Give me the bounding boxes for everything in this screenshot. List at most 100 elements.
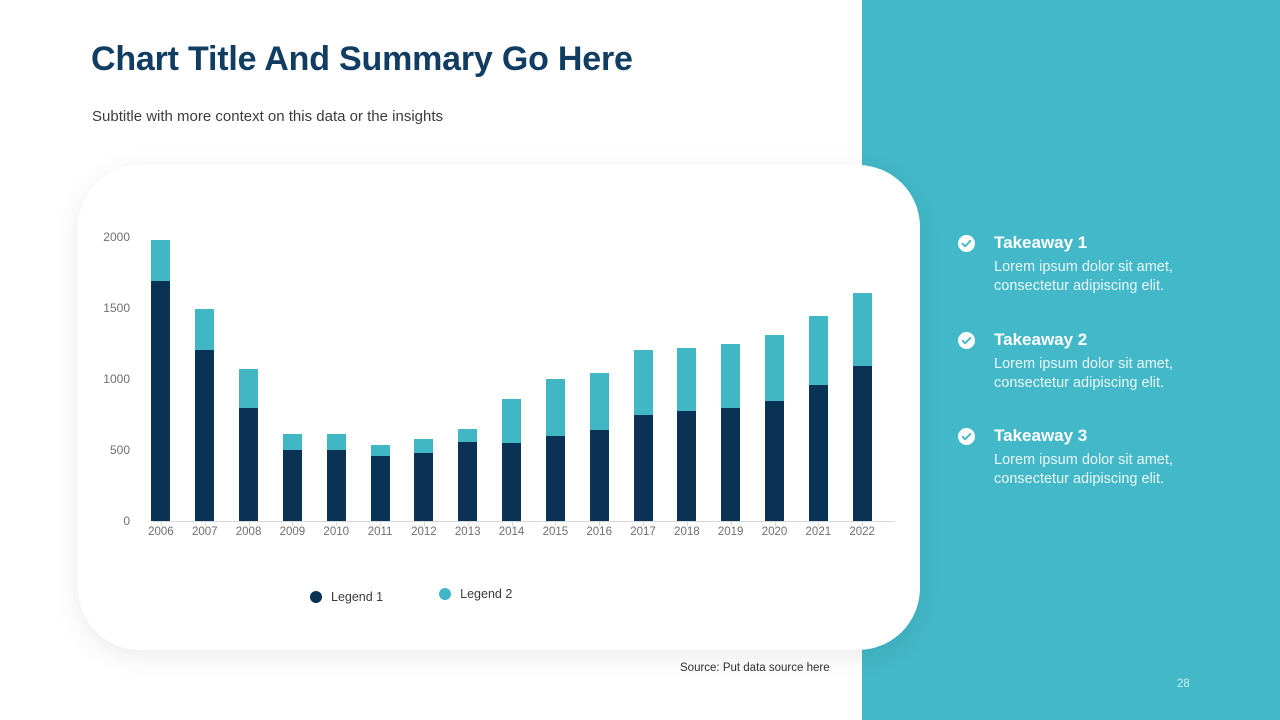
bar-segment-legend-2[interactable] bbox=[765, 334, 784, 401]
x-axis-tickmark bbox=[423, 521, 425, 526]
bar-segment-legend-2[interactable] bbox=[458, 428, 478, 443]
bar-segment-legend-2[interactable] bbox=[677, 348, 697, 411]
x-axis-line bbox=[153, 521, 895, 522]
bar-column[interactable] bbox=[840, 228, 884, 526]
bar-column[interactable] bbox=[490, 228, 534, 526]
bar-column[interactable] bbox=[753, 228, 797, 526]
bar-segment-legend-1[interactable] bbox=[414, 453, 434, 521]
x-axis-label: 2016 bbox=[586, 526, 612, 538]
x-axis-label: 2006 bbox=[148, 526, 174, 538]
stacked-bar[interactable] bbox=[414, 439, 434, 521]
stacked-bar[interactable] bbox=[282, 434, 302, 521]
takeaway-item: Takeaway 3 Lorem ipsum dolor sit amet, co… bbox=[958, 425, 1258, 490]
bar-segment-legend-1[interactable] bbox=[458, 442, 478, 521]
bar-column[interactable] bbox=[402, 228, 446, 526]
bar-segment-legend-1[interactable] bbox=[808, 385, 828, 521]
stacked-bar[interactable] bbox=[633, 350, 653, 521]
check-circle-icon bbox=[958, 235, 975, 252]
bar-segment-legend-1[interactable] bbox=[370, 456, 390, 521]
x-axis-tickmark bbox=[774, 521, 776, 526]
takeaway-title: Takeaway 3 bbox=[994, 426, 1088, 445]
stacked-bar[interactable] bbox=[326, 434, 346, 521]
legend-item-2[interactable]: Legend 2 bbox=[439, 587, 512, 601]
stacked-bar[interactable] bbox=[370, 444, 390, 521]
bar-segment-legend-1[interactable] bbox=[677, 410, 697, 521]
takeaway-title: Takeaway 2 bbox=[994, 329, 1088, 349]
bar-segment-legend-1[interactable] bbox=[852, 365, 872, 521]
legend-swatch-icon bbox=[439, 588, 452, 600]
x-axis-label: 2017 bbox=[630, 526, 656, 538]
x-axis-tickmark bbox=[686, 521, 688, 526]
bar-column[interactable] bbox=[709, 228, 753, 526]
x-axis-tickmark bbox=[160, 521, 162, 526]
x-axis-label: 2013 bbox=[454, 526, 481, 538]
x-axis-label: 2022 bbox=[849, 526, 875, 538]
stacked-bar[interactable] bbox=[852, 293, 872, 521]
bar-column[interactable] bbox=[183, 228, 227, 526]
bar-column[interactable] bbox=[139, 228, 183, 526]
bar-segment-legend-2[interactable] bbox=[633, 350, 653, 416]
bar-segment-legend-1[interactable] bbox=[765, 400, 784, 521]
x-axis-label: 2019 bbox=[717, 526, 744, 538]
bar-segment-legend-2[interactable] bbox=[545, 379, 565, 437]
stacked-bar[interactable] bbox=[808, 316, 828, 521]
bar-segment-legend-1[interactable] bbox=[326, 449, 346, 521]
x-axis-tickmark bbox=[248, 521, 250, 526]
stacked-bar[interactable] bbox=[765, 334, 784, 521]
bar-column[interactable] bbox=[577, 228, 621, 526]
x-axis-label: 2010 bbox=[323, 526, 350, 538]
bar-column[interactable] bbox=[621, 228, 665, 526]
bar-segment-legend-1[interactable] bbox=[195, 350, 215, 521]
bar-segment-legend-1[interactable] bbox=[151, 280, 171, 521]
bar-column[interactable] bbox=[446, 228, 490, 526]
stacked-bar[interactable] bbox=[677, 348, 697, 521]
x-axis-label: 2011 bbox=[367, 526, 393, 538]
takeaway-item: Takeaway 1 Lorem ipsum dolor sit amet, co… bbox=[958, 232, 1258, 297]
takeaways-panel bbox=[862, 0, 1280, 720]
bar-segment-legend-2[interactable] bbox=[852, 293, 872, 366]
stacked-bar[interactable] bbox=[195, 309, 215, 521]
stacked-bar[interactable] bbox=[239, 368, 259, 521]
stacked-bar[interactable] bbox=[458, 428, 478, 521]
takeaway-body: Lorem ipsum dolor sit amet, consectetur … bbox=[994, 259, 1173, 295]
bar-segment-legend-2[interactable] bbox=[326, 434, 346, 450]
stacked-bar[interactable] bbox=[502, 398, 522, 521]
bar-column[interactable] bbox=[270, 228, 314, 526]
bar-column[interactable] bbox=[314, 228, 358, 526]
bar-segment-legend-2[interactable] bbox=[721, 343, 741, 408]
stacked-bar[interactable] bbox=[151, 240, 171, 521]
bar-segment-legend-2[interactable] bbox=[282, 434, 302, 450]
bar-column[interactable] bbox=[665, 228, 709, 526]
stacked-bar[interactable] bbox=[721, 343, 741, 521]
x-axis-tickmark bbox=[555, 521, 557, 526]
x-axis-tickmark bbox=[818, 521, 820, 526]
legend-item-1[interactable]: Legend 1 bbox=[310, 590, 383, 604]
bar-segment-legend-1[interactable] bbox=[502, 442, 522, 521]
stacked-bar[interactable] bbox=[589, 373, 609, 521]
bar-segment-legend-2[interactable] bbox=[589, 373, 609, 430]
bar-segment-legend-2[interactable] bbox=[808, 316, 828, 386]
bar-column[interactable] bbox=[358, 228, 402, 526]
bar-segment-legend-1[interactable] bbox=[721, 407, 741, 521]
bar-segment-legend-2[interactable] bbox=[414, 439, 434, 454]
bar-segment-legend-1[interactable] bbox=[589, 429, 609, 521]
bar-segment-legend-1[interactable] bbox=[633, 415, 653, 521]
bar-column[interactable] bbox=[227, 228, 271, 526]
bar-segment-legend-2[interactable] bbox=[151, 240, 171, 281]
bar-segment-legend-2[interactable] bbox=[502, 398, 522, 443]
bar-segment-legend-1[interactable] bbox=[282, 449, 302, 521]
bar-segment-legend-2[interactable] bbox=[370, 444, 390, 457]
bar-segment-legend-2[interactable] bbox=[195, 309, 215, 351]
x-axis-tickmark bbox=[643, 521, 645, 526]
bar-segment-legend-1[interactable] bbox=[239, 407, 259, 521]
stacked-bar[interactable] bbox=[545, 379, 565, 521]
bar-column[interactable] bbox=[533, 228, 577, 526]
bar-segment-legend-2[interactable] bbox=[239, 368, 259, 408]
takeaway-item: Takeaway 2 Lorem ipsum dolor sit amet, co… bbox=[958, 329, 1258, 394]
y-axis-tick-label: 0 bbox=[123, 514, 130, 528]
bar-segment-legend-1[interactable] bbox=[545, 436, 565, 521]
bar-column[interactable] bbox=[796, 228, 840, 526]
page-number: 28 bbox=[1177, 678, 1190, 690]
x-axis-labels: 2006 2007 2008 2009 2010 2011 2012 2013 2014 2015… bbox=[139, 526, 884, 538]
x-axis-tickmark bbox=[336, 521, 338, 526]
